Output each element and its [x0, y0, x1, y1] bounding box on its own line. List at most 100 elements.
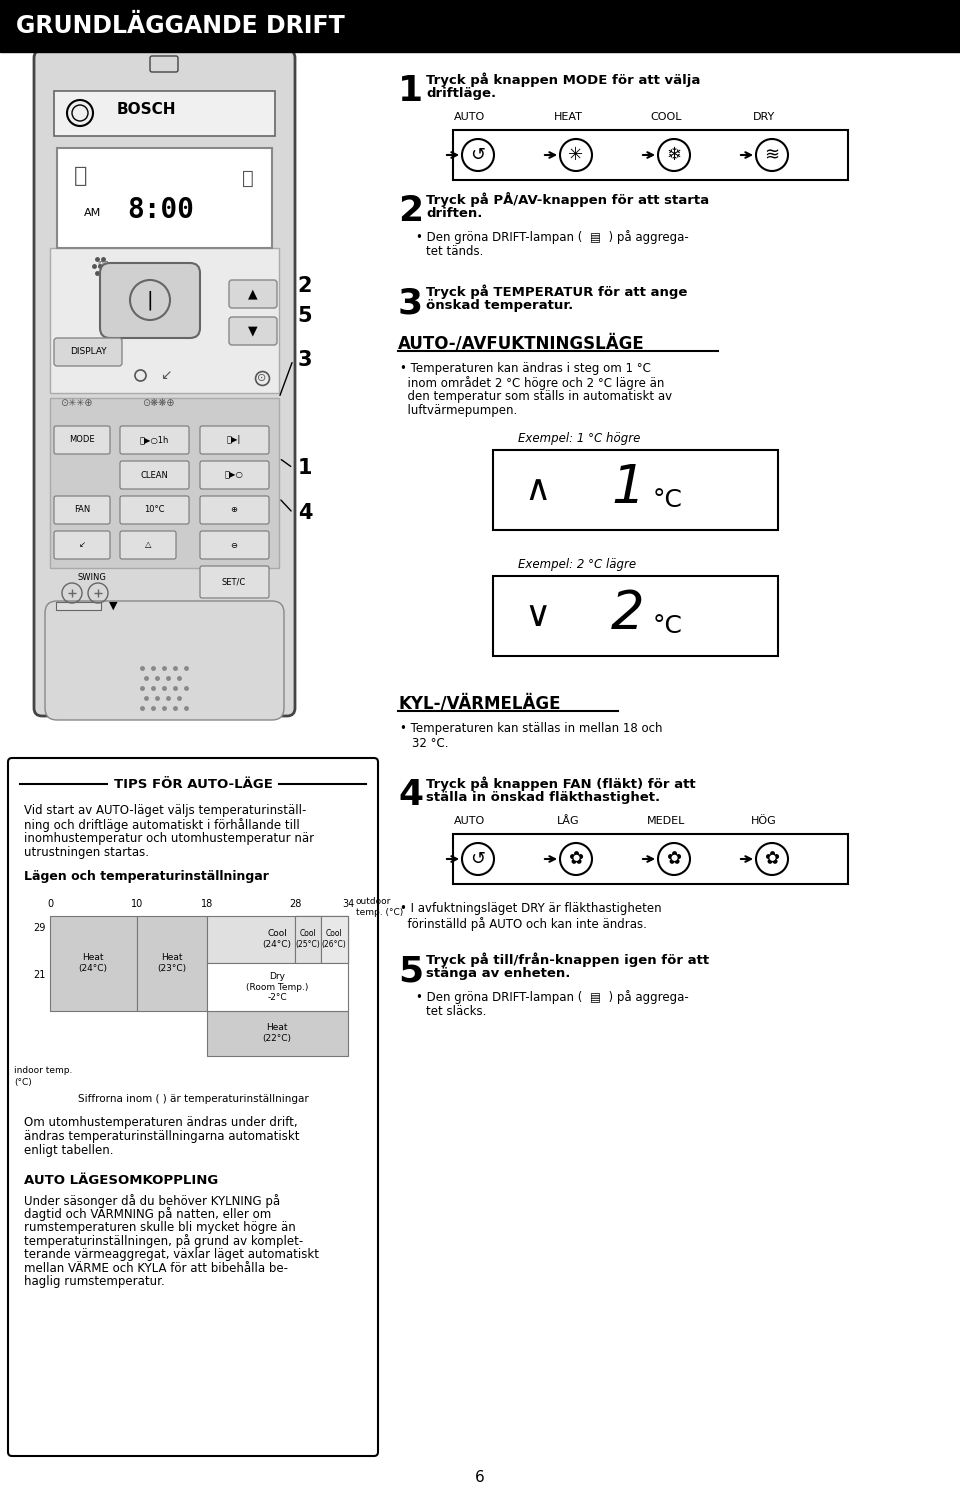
- Text: enligt tabellen.: enligt tabellen.: [24, 1144, 113, 1157]
- Text: • Temperaturen kan ändras i steg om 1 °C: • Temperaturen kan ändras i steg om 1 °C: [400, 361, 651, 375]
- Text: TIPS FÖR AUTO-LÄGE: TIPS FÖR AUTO-LÄGE: [113, 778, 273, 791]
- FancyBboxPatch shape: [200, 461, 269, 489]
- Bar: [207, 1011, 348, 1056]
- Text: önskad temperatur.: önskad temperatur.: [426, 299, 573, 312]
- Bar: [56, 602, 101, 610]
- Text: driftläge.: driftläge.: [426, 88, 496, 100]
- Text: HÖG: HÖG: [751, 816, 777, 825]
- Text: AM: AM: [84, 208, 101, 219]
- Text: • I avfuktningsläget DRY är fläkthastigheten: • I avfuktningsläget DRY är fläkthastigh…: [400, 903, 661, 915]
- Bar: [0, 0, 960, 52]
- Text: ⊙❋❋⊕: ⊙❋❋⊕: [142, 399, 175, 407]
- Text: °C: °C: [653, 614, 683, 638]
- Text: 29: 29: [34, 923, 46, 932]
- Bar: [295, 916, 321, 964]
- Text: Under säsonger då du behöver KYLNING på: Under säsonger då du behöver KYLNING på: [24, 1194, 280, 1207]
- FancyBboxPatch shape: [200, 425, 269, 454]
- Text: Cool
(24°C): Cool (24°C): [262, 929, 292, 949]
- Text: ✿: ✿: [666, 851, 682, 868]
- Bar: [57, 149, 272, 248]
- Text: ⊕: ⊕: [230, 506, 237, 515]
- Bar: [54, 91, 275, 135]
- Bar: [207, 916, 348, 964]
- Text: COOL: COOL: [650, 112, 682, 122]
- FancyBboxPatch shape: [229, 280, 277, 308]
- Text: AUTO: AUTO: [454, 816, 486, 825]
- Text: ✳: ✳: [568, 146, 584, 164]
- Bar: [453, 129, 848, 180]
- Text: ⏱▶○: ⏱▶○: [225, 470, 244, 479]
- Text: Heat
(22°C): Heat (22°C): [262, 1023, 292, 1042]
- Text: 8:00: 8:00: [127, 196, 194, 225]
- Text: ion: ion: [97, 259, 108, 268]
- Text: den temperatur som ställs in automatiskt av: den temperatur som ställs in automatiskt…: [400, 390, 672, 403]
- Text: 2: 2: [298, 277, 312, 296]
- Text: SET/C: SET/C: [222, 577, 246, 586]
- Text: ∧: ∧: [525, 473, 551, 507]
- Text: SWING: SWING: [78, 574, 107, 583]
- Text: 4: 4: [398, 778, 423, 812]
- Text: ⏱▶○1h: ⏱▶○1h: [139, 436, 169, 445]
- Text: Tryck på knappen FAN (fläkt) för att: Tryck på knappen FAN (fläkt) för att: [426, 776, 696, 791]
- Bar: [321, 916, 348, 964]
- Text: tet släcks.: tet släcks.: [426, 1005, 487, 1019]
- FancyBboxPatch shape: [54, 531, 110, 559]
- FancyBboxPatch shape: [100, 263, 200, 338]
- Text: 10: 10: [131, 900, 143, 909]
- FancyBboxPatch shape: [200, 497, 269, 523]
- Text: °C: °C: [653, 488, 683, 512]
- Text: Heat
(24°C): Heat (24°C): [79, 953, 108, 972]
- Bar: [50, 399, 279, 568]
- FancyBboxPatch shape: [8, 758, 378, 1456]
- Text: Exempel: 1 °C högre: Exempel: 1 °C högre: [518, 433, 640, 445]
- Bar: [493, 575, 778, 656]
- Text: ⏱▶|: ⏱▶|: [227, 436, 241, 445]
- Text: Exempel: 2 °C lägre: Exempel: 2 °C lägre: [518, 558, 636, 571]
- Text: 𝒞: 𝒞: [74, 167, 87, 186]
- Text: förinställd på AUTO och kan inte ändras.: förinställd på AUTO och kan inte ändras.: [400, 917, 647, 931]
- Text: Cool
(25°C): Cool (25°C): [296, 929, 321, 949]
- Text: 3: 3: [298, 349, 312, 370]
- Text: MODE: MODE: [69, 436, 95, 445]
- Text: 18: 18: [201, 900, 213, 909]
- FancyBboxPatch shape: [120, 497, 189, 523]
- Text: Tryck på knappen MODE för att välja: Tryck på knappen MODE för att välja: [426, 71, 701, 86]
- Text: Cool
(26°C): Cool (26°C): [322, 929, 347, 949]
- Text: (°C): (°C): [14, 1078, 32, 1087]
- Text: 6: 6: [475, 1471, 485, 1486]
- Text: ∨: ∨: [525, 599, 551, 633]
- Text: temp. (°C): temp. (°C): [356, 909, 403, 917]
- Text: Tryck på TEMPERATUR för att ange: Tryck på TEMPERATUR för att ange: [426, 284, 687, 299]
- Text: Om utomhustemperaturen ändras under drift,: Om utomhustemperaturen ändras under drif…: [24, 1117, 298, 1129]
- Bar: [453, 834, 848, 883]
- Text: 𝒞: 𝒞: [242, 168, 253, 187]
- Text: AUTO: AUTO: [454, 112, 486, 122]
- Text: Vid start av AUTO-läget väljs temperaturinställ-: Vid start av AUTO-läget väljs temperatur…: [24, 804, 306, 816]
- Text: inomhustemperatur och utomhustemperatur när: inomhustemperatur och utomhustemperatur …: [24, 833, 314, 845]
- Bar: [493, 451, 778, 529]
- Text: mellan VÄRME och KYLA för att bibehålla be-: mellan VÄRME och KYLA för att bibehålla …: [24, 1261, 288, 1274]
- Text: temperaturinställningen, på grund av komplet-: temperaturinställningen, på grund av kom…: [24, 1234, 303, 1249]
- Text: ▲: ▲: [249, 287, 258, 300]
- Text: ⊖: ⊖: [230, 540, 237, 550]
- Text: GRUNDLÄGGANDE DRIFT: GRUNDLÄGGANDE DRIFT: [16, 13, 345, 39]
- Text: • Temperaturen kan ställas in mellan 18 och: • Temperaturen kan ställas in mellan 18 …: [400, 723, 662, 735]
- Bar: [50, 916, 137, 1011]
- Text: haglig rumstemperatur.: haglig rumstemperatur.: [24, 1274, 165, 1288]
- Text: tet tänds.: tet tänds.: [426, 245, 484, 259]
- Text: KYL-/VÄRMELÄGE: KYL-/VÄRMELÄGE: [398, 694, 561, 712]
- FancyBboxPatch shape: [54, 338, 122, 366]
- Text: 3: 3: [398, 286, 423, 320]
- Text: luftvärmepumpen.: luftvärmepumpen.: [400, 404, 517, 416]
- FancyBboxPatch shape: [200, 531, 269, 559]
- Text: ändras temperaturinställningarna automatiskt: ändras temperaturinställningarna automat…: [24, 1130, 300, 1144]
- FancyBboxPatch shape: [45, 601, 284, 720]
- Text: Dry
(Room Temp.)
-2°C: Dry (Room Temp.) -2°C: [246, 972, 308, 1002]
- Bar: [137, 916, 207, 1011]
- Text: LÅG: LÅG: [557, 816, 579, 825]
- Text: outdoor: outdoor: [356, 897, 392, 906]
- Text: 4: 4: [298, 503, 312, 523]
- Text: ↙: ↙: [79, 540, 85, 550]
- FancyBboxPatch shape: [54, 497, 110, 523]
- Text: FAN: FAN: [74, 506, 90, 515]
